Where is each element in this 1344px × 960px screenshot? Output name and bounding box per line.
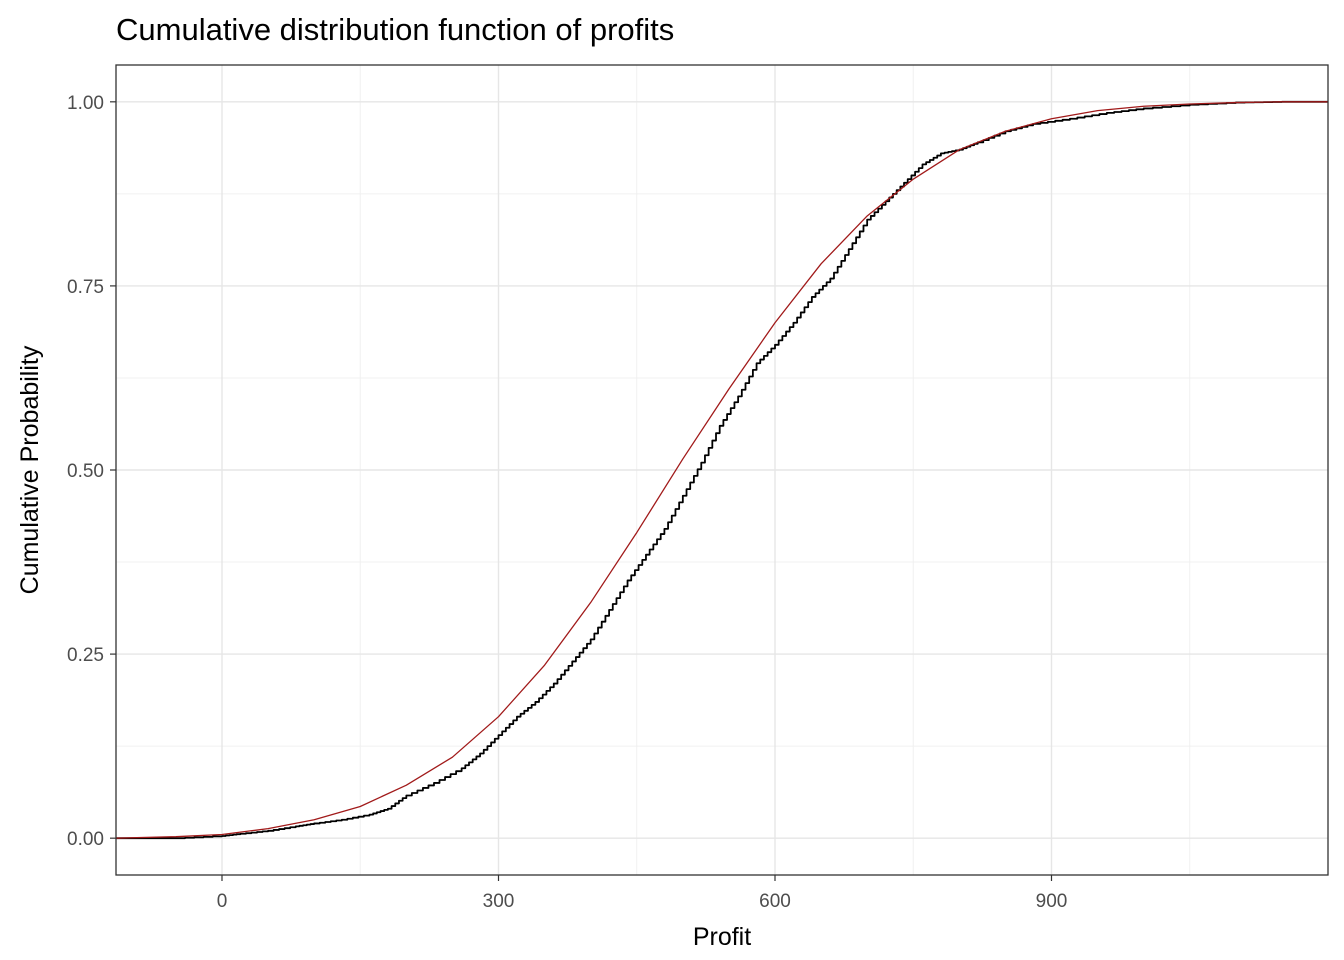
y-tick-label: 0.50 (67, 461, 104, 482)
x-tick-label: 300 (483, 891, 515, 912)
empirical-cdf-line (116, 100, 1328, 840)
series-lines (115, 100, 1328, 840)
x-axis-title: Profit (693, 923, 751, 951)
y-tick-label: 0.00 (67, 829, 104, 850)
y-tick-label: 1.00 (67, 93, 104, 114)
x-tick-label: 0 (217, 891, 228, 912)
y-tick-label: 0.25 (67, 645, 104, 666)
grid-lines (116, 65, 1328, 875)
x-tick-label: 900 (1036, 891, 1068, 912)
axes: 0 300 600 900 0.00 0.25 0.50 0.75 1.00 (67, 93, 1067, 912)
y-axis-title: Cumulative Probability (16, 345, 44, 594)
chart-title: Cumulative distribution function of prof… (116, 12, 674, 47)
y-tick-label: 0.75 (67, 277, 104, 298)
theoretical-cdf-line (115, 101, 1328, 839)
x-tick-label: 600 (759, 891, 791, 912)
